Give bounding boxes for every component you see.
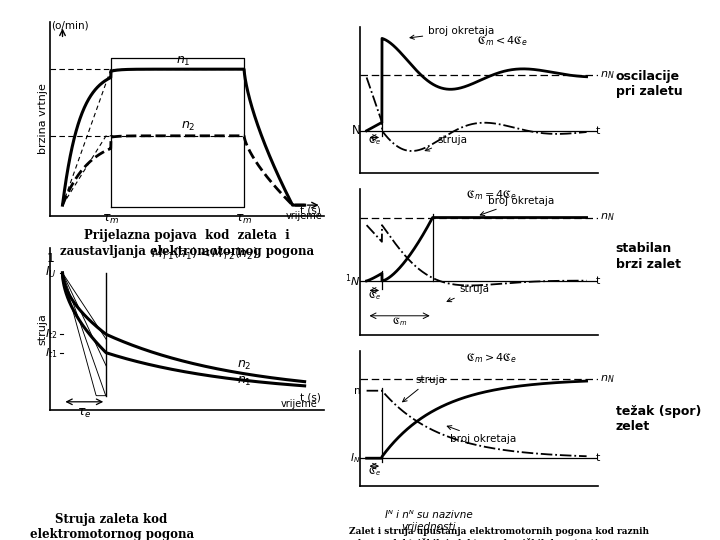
- Text: oscilacije
pri zaletu: oscilacije pri zaletu: [616, 70, 683, 98]
- Text: (o/min): (o/min): [51, 21, 89, 30]
- Text: Iᴺ i nᴺ su nazivne
vrijednosti: Iᴺ i nᴺ su nazivne vrijednosti: [384, 510, 472, 532]
- Text: struja: struja: [447, 285, 489, 302]
- Text: $\mathfrak{C}_e$: $\mathfrak{C}_e$: [368, 289, 381, 302]
- Text: $\mathfrak{C}_m= 4\mathfrak{C}_e$: $\mathfrak{C}_m= 4\mathfrak{C}_e$: [466, 188, 517, 202]
- Text: struja: struja: [426, 135, 467, 151]
- Text: $\tau_e$: $\tau_e$: [77, 407, 91, 420]
- Text: broj okretaja: broj okretaja: [480, 195, 554, 215]
- Text: t (s): t (s): [300, 205, 320, 215]
- Text: vrijeme: vrijeme: [285, 211, 322, 221]
- Text: $\mathfrak{C}_m < 4\mathfrak{C}_e$: $\mathfrak{C}_m < 4\mathfrak{C}_e$: [477, 34, 528, 48]
- Text: $\mathfrak{C}_m> 4\mathfrak{C}_e$: $\mathfrak{C}_m> 4\mathfrak{C}_e$: [466, 352, 517, 365]
- Text: $I_{t1}$: $I_{t1}$: [45, 346, 57, 360]
- Text: težak (spor)
zelet: težak (spor) zelet: [616, 404, 701, 433]
- Text: $n_2$: $n_2$: [237, 359, 251, 372]
- Text: t: t: [595, 453, 600, 463]
- Text: Struja zaleta kod
elektromotornog pogona: Struja zaleta kod elektromotornog pogona: [30, 513, 194, 540]
- Text: $n_1$: $n_1$: [176, 55, 191, 68]
- Text: n: n: [354, 386, 361, 396]
- Text: N: N: [351, 124, 361, 137]
- Text: t: t: [595, 126, 600, 136]
- Text: $n_2$: $n_2$: [181, 120, 196, 133]
- Text: $\tau_m$: $\tau_m$: [235, 213, 253, 226]
- Text: Zalet i struja upuštanja elektromotornih pogona kod raznih
odnosa električkih i : Zalet i struja upuštanja elektromotornih…: [349, 526, 649, 540]
- Text: broj okretaja: broj okretaja: [410, 26, 495, 39]
- Text: Prijelazna pojava  kod  zaleta  i
zaustavljanja elektromotornog pogona: Prijelazna pojava kod zaleta i zaustavlj…: [60, 230, 314, 258]
- Text: vrijeme: vrijeme: [280, 399, 318, 409]
- Text: $\mathfrak{C}_e$: $\mathfrak{C}_e$: [368, 465, 381, 478]
- Text: $^1N$: $^1N$: [345, 273, 361, 289]
- Text: $I_N$: $I_N$: [350, 451, 361, 465]
- Text: $n_N$: $n_N$: [600, 212, 614, 224]
- Y-axis label: brzina vrtnje: brzina vrtnje: [37, 83, 48, 154]
- Text: stabilan
brzi zalet: stabilan brzi zalet: [616, 242, 680, 271]
- Y-axis label: struja: struja: [37, 313, 48, 346]
- Text: struja: struja: [402, 375, 445, 402]
- Text: $M_{T1}(n_1)< M_{T2}(n_2)$: $M_{T1}(n_1)< M_{T2}(n_2)$: [151, 246, 259, 262]
- Text: $\tau_m$: $\tau_m$: [102, 213, 120, 226]
- Text: $n_N$: $n_N$: [600, 373, 614, 384]
- Text: $n_N$: $n_N$: [600, 69, 614, 80]
- Text: $\mathfrak{C}_e$: $\mathfrak{C}_e$: [368, 134, 381, 147]
- Text: $I_{t2}$: $I_{t2}$: [45, 327, 57, 341]
- Text: t: t: [595, 276, 600, 286]
- Text: $\mathfrak{C}_m$: $\mathfrak{C}_m$: [392, 315, 408, 328]
- Text: $n_1$: $n_1$: [237, 375, 251, 388]
- Text: broj okretaja: broj okretaja: [447, 426, 516, 444]
- Text: $I_U$: $I_U$: [45, 265, 57, 280]
- Text: 1: 1: [47, 252, 55, 265]
- Text: t (s): t (s): [300, 393, 320, 403]
